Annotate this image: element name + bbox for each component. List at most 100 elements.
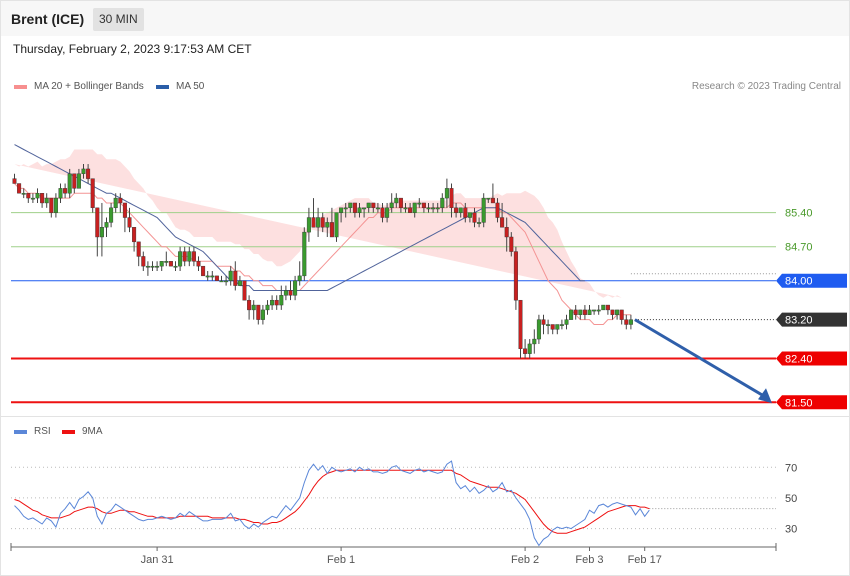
candle	[532, 329, 537, 354]
candle	[329, 207, 334, 238]
legend-ma50-label: MA 50	[176, 81, 205, 92]
candle	[118, 193, 123, 213]
level-label: 84.00	[785, 276, 813, 288]
candle	[362, 207, 367, 218]
candle-body	[316, 217, 321, 228]
legend-bb-swatch	[14, 84, 27, 89]
candle	[380, 202, 385, 223]
candle-body	[504, 227, 509, 238]
candle	[421, 202, 426, 213]
candle-body	[380, 207, 385, 218]
candles	[12, 164, 633, 359]
candle	[187, 246, 192, 267]
candle-body	[467, 212, 472, 218]
candle	[90, 178, 95, 213]
candle	[389, 193, 394, 213]
candle-body	[67, 173, 72, 194]
candle	[500, 202, 505, 228]
candle	[228, 266, 233, 286]
candle	[449, 183, 454, 218]
candle-body	[274, 299, 279, 306]
timeframe-badge[interactable]: 30 MIN	[93, 8, 144, 31]
candle	[132, 227, 137, 252]
legend-ma50-swatch	[156, 84, 169, 89]
candle	[587, 305, 592, 315]
candle-body	[564, 319, 569, 325]
candle	[582, 305, 587, 320]
candle-body	[26, 193, 31, 199]
candle	[283, 285, 288, 301]
candle	[141, 251, 146, 272]
candle-body	[76, 173, 81, 189]
candle	[601, 304, 606, 311]
candle	[467, 212, 472, 223]
candle-body	[463, 207, 468, 218]
candle-body	[449, 188, 454, 209]
candle	[109, 202, 114, 228]
candle	[398, 197, 403, 213]
rsi-tick-label: 70	[785, 462, 797, 474]
candle	[490, 183, 495, 204]
candle-body	[357, 207, 362, 213]
candle	[523, 339, 528, 359]
x-tick-label: Feb 3	[575, 554, 603, 566]
candle	[270, 295, 275, 310]
candle-body	[104, 222, 109, 228]
candle-body	[366, 202, 371, 209]
candle	[366, 202, 371, 213]
candle	[316, 207, 321, 237]
candle	[63, 183, 68, 199]
instrument-title: Brent (ICE)	[11, 11, 85, 27]
candle-body	[320, 217, 325, 228]
candle-body	[352, 202, 357, 213]
candle	[247, 295, 252, 320]
candle-body	[403, 207, 408, 210]
x-tick-label: Jan 31	[141, 554, 174, 566]
candle-body	[619, 309, 624, 320]
candle	[408, 202, 413, 213]
candle	[237, 275, 242, 286]
candle-body	[444, 188, 449, 199]
candle	[297, 261, 302, 286]
candle	[242, 280, 247, 301]
candle	[219, 275, 224, 283]
candle-body	[311, 217, 316, 228]
candle-body	[95, 207, 100, 238]
candle	[509, 232, 514, 257]
candle	[564, 314, 569, 330]
candle-body	[136, 241, 141, 257]
rsi-tick-label: 30	[785, 524, 797, 536]
legend-rsi-ma: 9MA	[62, 426, 103, 437]
candle-body	[118, 197, 123, 204]
credit-text: Research © 2023 Trading Central	[691, 81, 841, 92]
candle	[256, 304, 261, 325]
candle-body	[550, 324, 555, 330]
x-tick-label: Feb 17	[628, 554, 662, 566]
legend-bb-label: MA 20 + Bollinger Bands	[34, 81, 144, 92]
candle-body	[385, 207, 390, 218]
candle-body	[523, 348, 528, 354]
candle	[30, 193, 35, 203]
candle-body	[325, 222, 330, 228]
candle-body	[30, 197, 35, 200]
candle-body	[546, 324, 551, 326]
level-tag	[776, 312, 847, 327]
candle	[178, 246, 183, 272]
candle	[435, 202, 440, 213]
candle	[495, 198, 500, 223]
candle-body	[615, 309, 620, 315]
candle	[454, 202, 459, 218]
candle	[472, 207, 477, 228]
candle-body	[375, 207, 380, 210]
candle-body	[339, 207, 344, 213]
candle-body	[610, 309, 615, 315]
candle-body	[527, 343, 532, 354]
candle	[440, 193, 445, 213]
candle	[53, 193, 58, 218]
candle	[385, 202, 390, 223]
candle-body	[44, 197, 49, 204]
candle	[182, 246, 187, 267]
candle	[477, 217, 482, 228]
candle-body	[145, 265, 150, 268]
